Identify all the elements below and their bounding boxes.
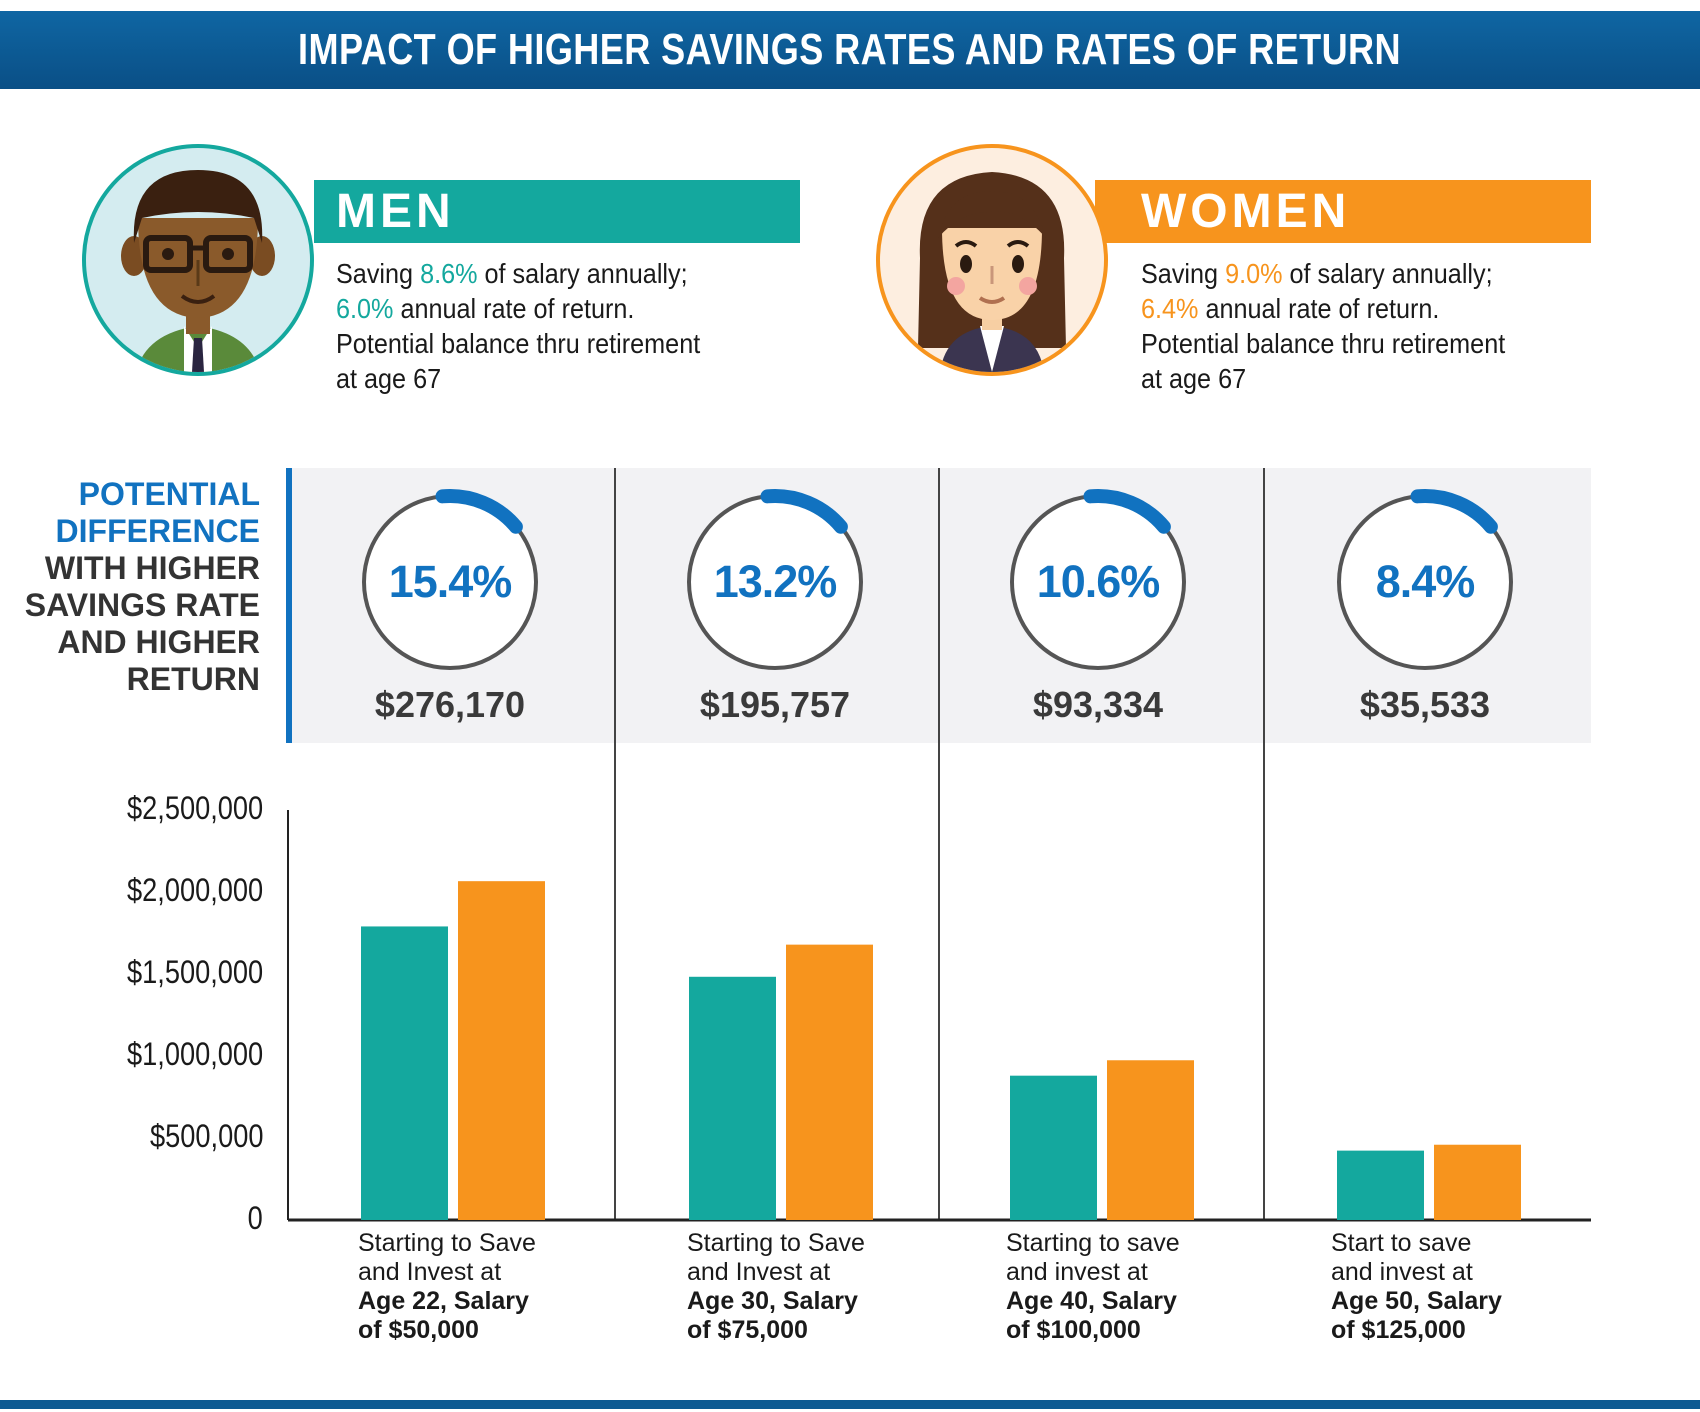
gauges [362, 489, 1513, 670]
men-label: MEN [336, 185, 455, 238]
women-label-bar: WOMEN [1095, 180, 1591, 243]
bar-women-2 [1107, 1060, 1194, 1220]
gauge-arc [435, 489, 523, 534]
column-divider [614, 468, 616, 1220]
y-tick-label: $2,500,000 [126, 790, 263, 826]
difference-amount: $276,170 [374, 684, 526, 725]
gauge-arc [760, 489, 848, 534]
y-tick-label: $500,000 [149, 1118, 263, 1154]
category-label: Starting to Save and Invest at Age 30, Sal… [687, 1229, 865, 1344]
bar-women-3 [1434, 1144, 1521, 1220]
woman-avatar-icon [876, 144, 1108, 376]
difference-amount: $195,757 [699, 684, 851, 725]
women-label: WOMEN [1141, 185, 1351, 238]
y-tick-label: $2,000,000 [126, 872, 263, 908]
bar-chart [287, 810, 1591, 1222]
women-return-rate: 6.4% [1141, 293, 1199, 324]
difference-label: POTENTIAL DIFFERENCE WITH HIGHER SAVINGS… [24, 476, 260, 697]
bar-women-0 [458, 881, 545, 1220]
gauge-arc [1410, 489, 1498, 534]
column-divider [938, 468, 940, 1220]
bar-men-2 [1010, 1075, 1097, 1220]
difference-amount: $35,533 [1359, 684, 1491, 725]
difference-percent: 8.4% [1375, 556, 1476, 607]
difference-amount: $93,334 [1032, 684, 1164, 725]
gauge-arc [1083, 489, 1171, 534]
difference-percent: 10.6% [1036, 556, 1161, 607]
bar-men-1 [689, 976, 776, 1220]
bar-men-0 [361, 926, 448, 1220]
category-label: Starting to Save and Invest at Age 22, Sal… [358, 1229, 536, 1344]
footer-band [0, 1400, 1700, 1409]
women-description: Saving 9.0% of salary annually; 6.4% ann… [1141, 258, 1506, 394]
women-savings-rate: 9.0% [1225, 258, 1283, 289]
accent-bar [286, 468, 292, 743]
men-savings-rate: 8.6% [420, 258, 478, 289]
bar-women-1 [786, 944, 873, 1220]
y-tick-label: $1,500,000 [126, 954, 263, 990]
men-description: Saving 8.6% of salary annually; 6.0% ann… [336, 258, 701, 394]
man-avatar-icon [82, 144, 314, 376]
category-label: Starting to save and invest at Age 40, Sal… [1006, 1229, 1180, 1344]
category-label: Start to save and invest at Age 50, Salary… [1331, 1229, 1502, 1344]
men-label-bar: MEN [314, 180, 800, 243]
difference-percent: 15.4% [388, 556, 513, 607]
men-return-rate: 6.0% [336, 293, 394, 324]
y-tick-label: 0 [247, 1200, 263, 1236]
chart-title: IMPACT OF HIGHER SAVINGS RATES AND RATES… [298, 25, 1402, 74]
column-divider [1263, 468, 1265, 1220]
difference-percent: 13.2% [713, 556, 838, 607]
bar-men-3 [1337, 1150, 1424, 1220]
y-tick-label: $1,000,000 [126, 1036, 263, 1072]
title-banner: IMPACT OF HIGHER SAVINGS RATES AND RATES… [0, 11, 1700, 89]
